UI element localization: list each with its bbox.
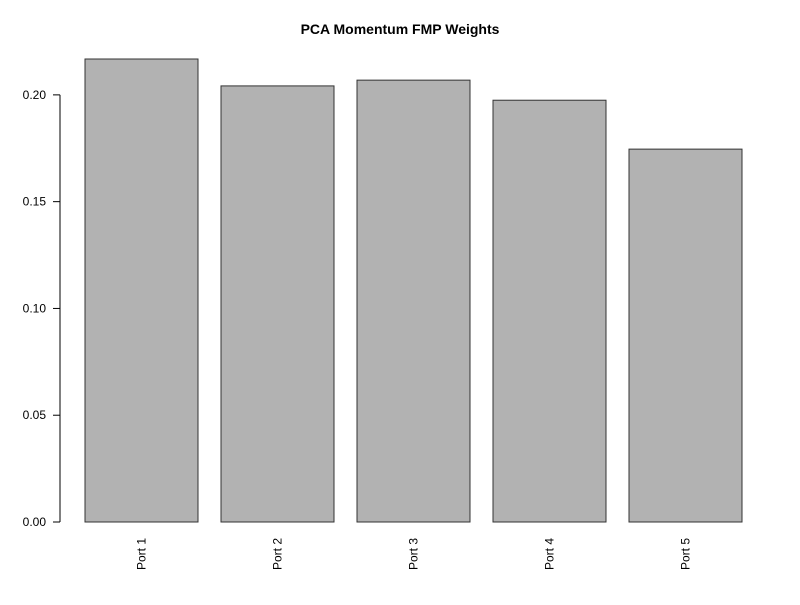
y-tick-label: 0.15 [23, 195, 47, 209]
x-tick-label: Port 2 [271, 538, 285, 570]
y-axis: 0.00 0.05 0.10 0.15 0.20 [23, 88, 61, 529]
y-tick-label: 0.00 [23, 515, 47, 529]
bar-port-2 [220, 85, 335, 523]
x-tick-label: Port 1 [135, 538, 149, 570]
bar-port-3 [356, 79, 471, 523]
bar-port-1 [84, 58, 199, 523]
x-tick-label: Port 5 [679, 538, 693, 570]
bar-port-5 [628, 148, 743, 523]
x-labels: Port 1 Port 2 Port 3 Port 4 Port 5 [135, 538, 693, 570]
y-tick-label: 0.10 [23, 301, 47, 315]
x-tick-label: Port 3 [407, 538, 421, 570]
chart-title: PCA Momentum FMP Weights [300, 21, 500, 37]
y-tick-label: 0.05 [23, 408, 47, 422]
y-tick-label: 0.20 [23, 88, 47, 102]
bars [84, 58, 743, 523]
x-tick-label: Port 4 [543, 538, 557, 570]
bar-port-4 [492, 99, 607, 523]
